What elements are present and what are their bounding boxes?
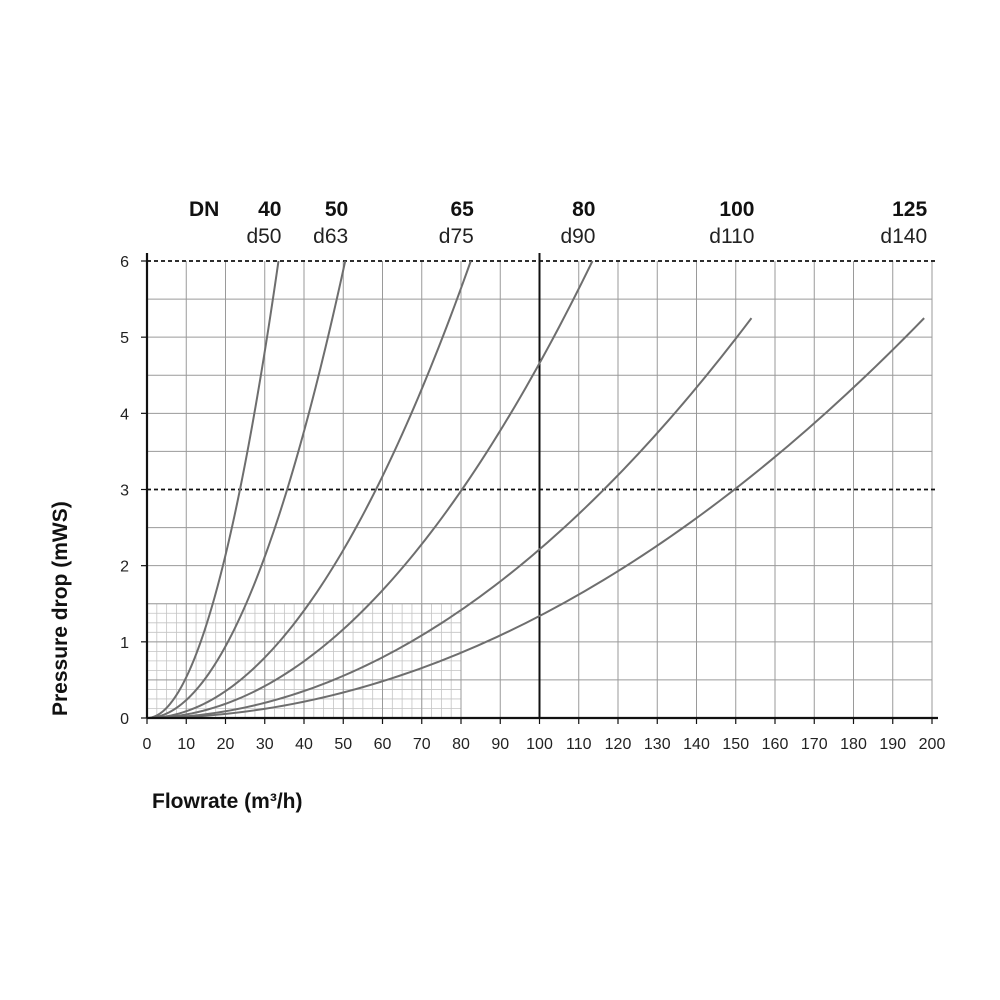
y-tick-label: 2: [120, 559, 129, 576]
reference-lines: [147, 253, 938, 718]
series-label-dn40: 40: [258, 198, 281, 221]
y-tick-label: 0: [120, 711, 129, 728]
x-tick-label: 50: [334, 736, 352, 753]
y-tick-label: 1: [120, 635, 129, 652]
x-tick-label: 60: [374, 736, 392, 753]
x-tick-label: 0: [143, 736, 152, 753]
y-axis-title: Pressure drop (mWS): [49, 501, 72, 716]
x-tick-label: 130: [644, 736, 671, 753]
x-tick-label: 200: [919, 736, 946, 753]
y-tick-label: 3: [120, 483, 129, 500]
series-label-dn100: 100: [719, 198, 754, 221]
legend-header-dn: DN: [189, 198, 219, 221]
axes: [141, 253, 938, 724]
x-tick-label: 20: [217, 736, 235, 753]
series-sublabel-d50: d50: [246, 225, 281, 248]
y-tick-labels: 0 1 2 3 4 5 6: [120, 254, 129, 728]
y-tick-label: 5: [120, 330, 129, 347]
x-tick-label: 90: [491, 736, 509, 753]
series-sublabel-d110: d110: [709, 225, 754, 248]
series-curve-dn40: [146, 260, 280, 719]
series-sublabel-d75: d75: [439, 225, 474, 248]
x-tick-labels: 0 10 20 30 40 50 60 70 80 90 100 110 120 130 140 150 160…: [143, 736, 946, 753]
x-tick-label: 180: [840, 736, 867, 753]
series-label-dn125: 125: [892, 198, 927, 221]
series-curve-dn50: [146, 260, 347, 719]
x-tick-label: 40: [295, 736, 313, 753]
x-tick-label: 30: [256, 736, 274, 753]
x-axis-title: Flowrate (m³/h): [152, 790, 303, 813]
y-tick-label: 4: [120, 406, 129, 423]
x-tick-label: 110: [566, 736, 592, 753]
series-curve-dn125: [146, 317, 925, 719]
x-tick-label: 80: [452, 736, 470, 753]
x-tick-label: 120: [605, 736, 632, 753]
series-label-dn80: 80: [572, 198, 595, 221]
series-curve-dn65: [146, 260, 472, 719]
series-label-dn50: 50: [325, 198, 348, 221]
series-label-dn65: 65: [450, 198, 474, 221]
x-tick-label: 190: [879, 736, 906, 753]
series-labels: DN 40 d50 50 d63 65 d75 80 d90 100 d110 125 d140: [189, 198, 927, 248]
series-curve-dn80: [146, 260, 594, 719]
x-tick-label: 170: [801, 736, 828, 753]
x-tick-label: 100: [526, 736, 553, 753]
series-sublabel-d90: d90: [560, 225, 595, 248]
x-tick-label: 150: [722, 736, 749, 753]
series-curve-dn100: [146, 317, 753, 719]
series-sublabel-d63: d63: [313, 225, 348, 248]
x-tick-label: 160: [762, 736, 789, 753]
x-tick-label: 140: [683, 736, 710, 753]
y-tick-label: 6: [120, 254, 129, 271]
x-tick-label: 10: [177, 736, 195, 753]
series-curves: [146, 260, 925, 719]
series-sublabel-d140: d140: [880, 225, 927, 248]
x-tick-label: 70: [413, 736, 431, 753]
